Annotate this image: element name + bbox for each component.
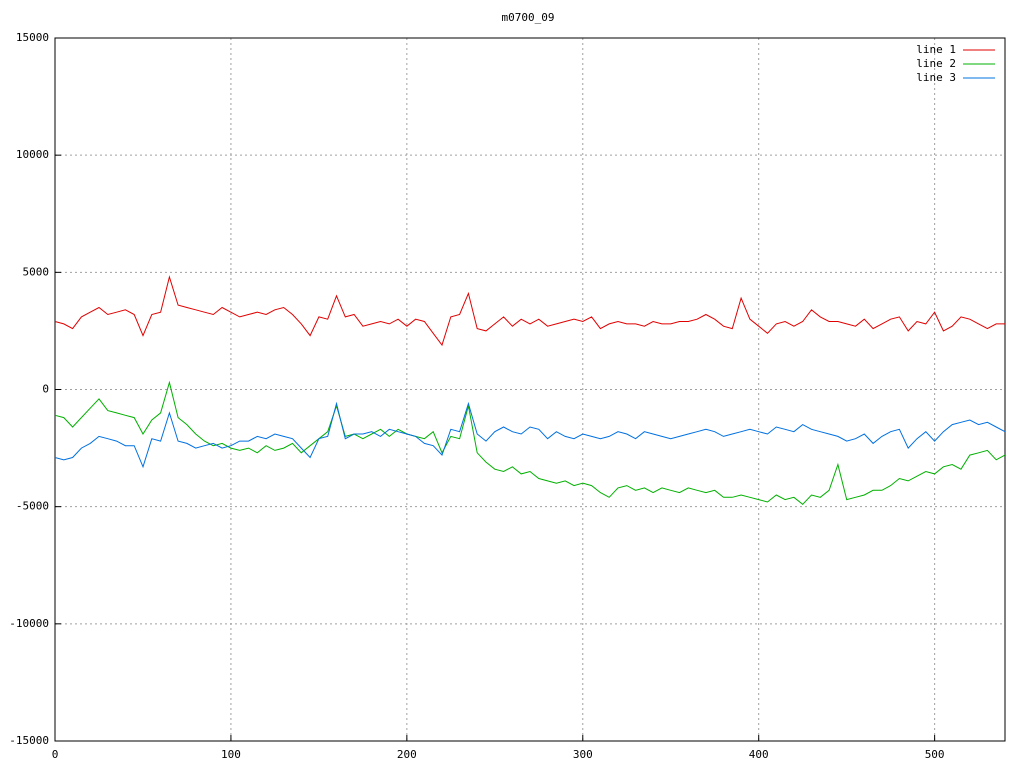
y-tick-label: -15000	[9, 734, 49, 747]
legend-label: line 2	[916, 57, 956, 70]
data-line	[54, 275, 1005, 347]
plot-frame	[54, 37, 1006, 742]
chart-title: m0700_09	[502, 11, 555, 24]
y-tick-label: 0	[42, 383, 49, 396]
legend-label: line 1	[916, 43, 956, 56]
y-tick-label: -10000	[9, 617, 49, 630]
x-tick-label: 200	[397, 748, 417, 761]
legend-label: line 3	[916, 71, 956, 84]
x-tick-label: 100	[221, 748, 241, 761]
y-tick-label: 5000	[23, 265, 50, 278]
x-tick-label: 300	[573, 748, 593, 761]
data-line	[54, 380, 1006, 505]
y-tick-label: 15000	[16, 31, 49, 44]
x-tick-label: 0	[52, 748, 59, 761]
x-tick-label: 400	[749, 748, 769, 761]
y-tick-label: -5000	[16, 500, 49, 513]
y-tick-label: 10000	[16, 148, 49, 161]
x-tick-label: 500	[925, 748, 945, 761]
data-line	[54, 401, 1006, 469]
